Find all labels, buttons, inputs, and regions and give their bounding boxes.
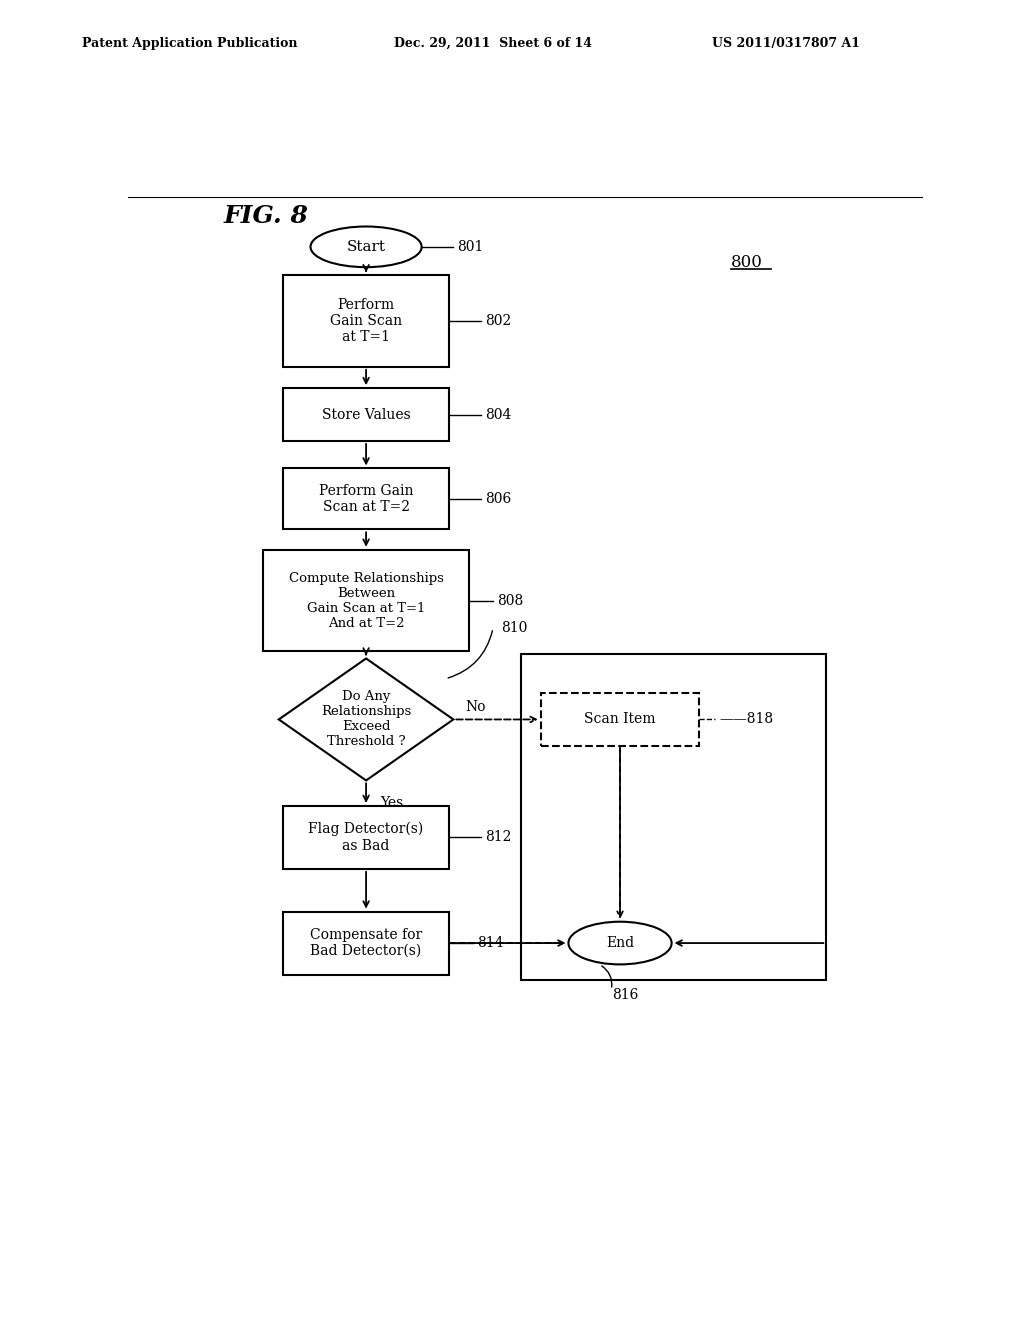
Text: 804: 804	[485, 408, 512, 421]
Bar	[521, 655, 826, 979]
Bar	[283, 388, 450, 441]
Text: 800: 800	[731, 253, 763, 271]
Text: Store Values: Store Values	[322, 408, 411, 421]
Text: End: End	[606, 936, 634, 950]
Bar	[283, 276, 450, 367]
Text: Do Any
Relationships
Exceed
Threshold ?: Do Any Relationships Exceed Threshold ?	[321, 690, 412, 748]
Text: 802: 802	[485, 314, 511, 329]
Text: Patent Application Publication: Patent Application Publication	[82, 37, 297, 50]
Text: 801: 801	[458, 240, 483, 253]
Bar	[541, 693, 699, 746]
Text: 806: 806	[485, 492, 511, 506]
Text: Perform Gain
Scan at T=2: Perform Gain Scan at T=2	[318, 484, 414, 513]
Text: Scan Item: Scan Item	[585, 713, 655, 726]
Text: Compensate for
Bad Detector(s): Compensate for Bad Detector(s)	[310, 928, 422, 958]
Text: FIG. 8: FIG. 8	[223, 205, 308, 228]
Text: Start: Start	[346, 240, 386, 253]
Text: Perform
Gain Scan
at T=1: Perform Gain Scan at T=1	[330, 298, 402, 345]
Bar	[263, 549, 469, 651]
Text: ——818: ——818	[719, 713, 773, 726]
Text: 814: 814	[477, 936, 504, 950]
Text: 810: 810	[501, 620, 527, 635]
Text: Yes: Yes	[380, 796, 403, 809]
Text: Flag Detector(s)
as Bad: Flag Detector(s) as Bad	[308, 822, 424, 853]
Text: US 2011/0317807 A1: US 2011/0317807 A1	[712, 37, 860, 50]
Bar	[283, 469, 450, 529]
Text: No: No	[465, 700, 485, 714]
Text: Dec. 29, 2011  Sheet 6 of 14: Dec. 29, 2011 Sheet 6 of 14	[394, 37, 592, 50]
Text: 812: 812	[485, 830, 512, 845]
Text: 816: 816	[612, 987, 639, 1002]
Text: Compute Relationships
Between
Gain Scan at T=1
And at T=2: Compute Relationships Between Gain Scan …	[289, 572, 443, 630]
Bar	[283, 805, 450, 869]
Bar	[283, 912, 450, 974]
Text: 808: 808	[497, 594, 523, 607]
